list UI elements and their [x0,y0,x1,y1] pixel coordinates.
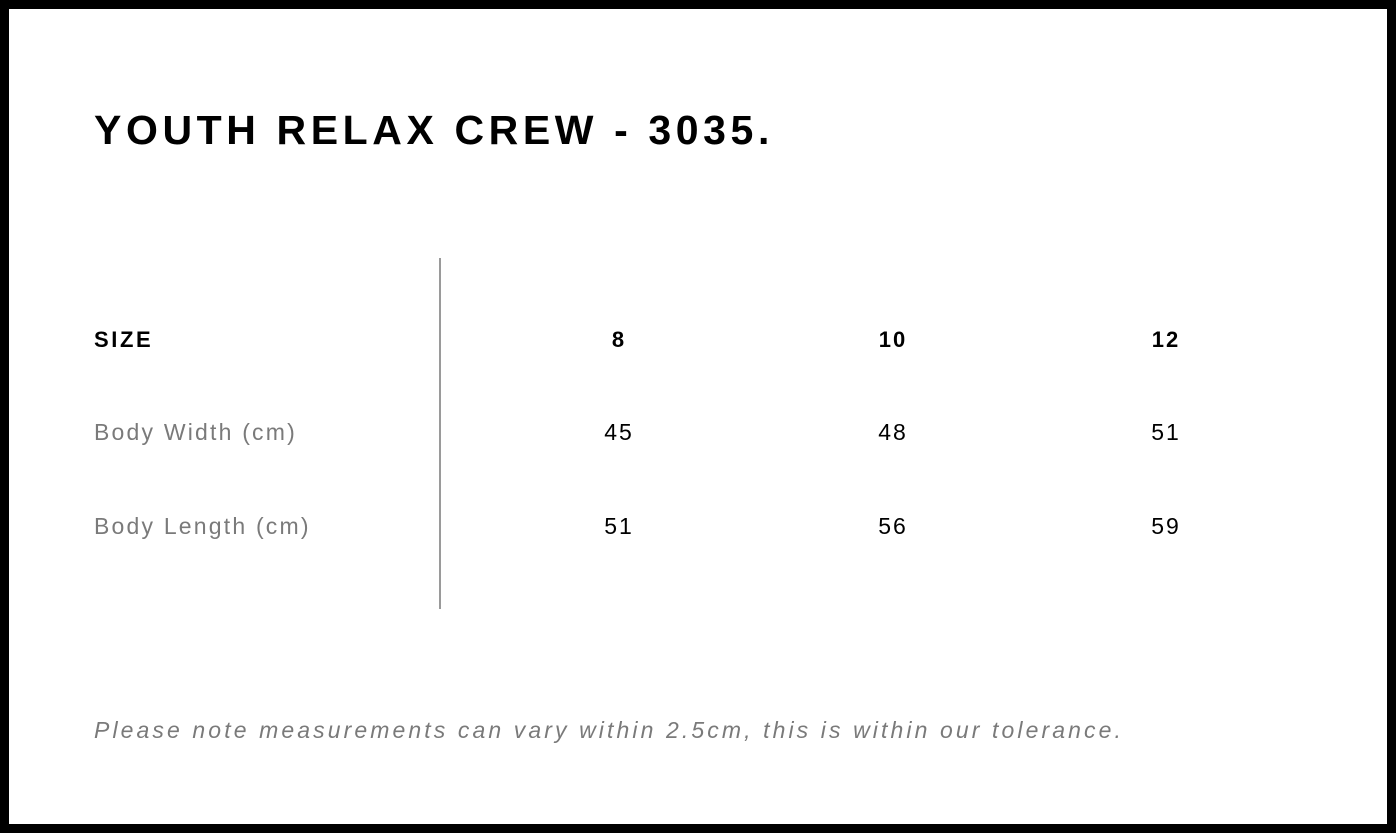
size-chart-card: YOUTH RELAX CREW - 3035. SIZE 8 10 12 Bo… [9,9,1387,824]
body-width-value: 51 [1151,419,1181,445]
page-title: YOUTH RELAX CREW - 3035. [94,107,774,153]
size-header-10: 10 [878,327,908,352]
body-width-value: 45 [604,419,634,445]
body-length-value: 59 [1151,513,1181,539]
size-header-label: SIZE [94,327,154,352]
body-length-value: 56 [878,513,908,539]
body-length-value: 51 [604,513,634,539]
size-header-12: 12 [1151,327,1181,352]
body-length-label: Body Length (cm) [94,513,311,539]
column-divider [439,258,441,609]
body-width-label: Body Width (cm) [94,419,297,445]
tolerance-note: Please note measurements can vary within… [94,717,1125,743]
size-header-8: 8 [611,327,627,352]
body-width-value: 48 [878,419,908,445]
